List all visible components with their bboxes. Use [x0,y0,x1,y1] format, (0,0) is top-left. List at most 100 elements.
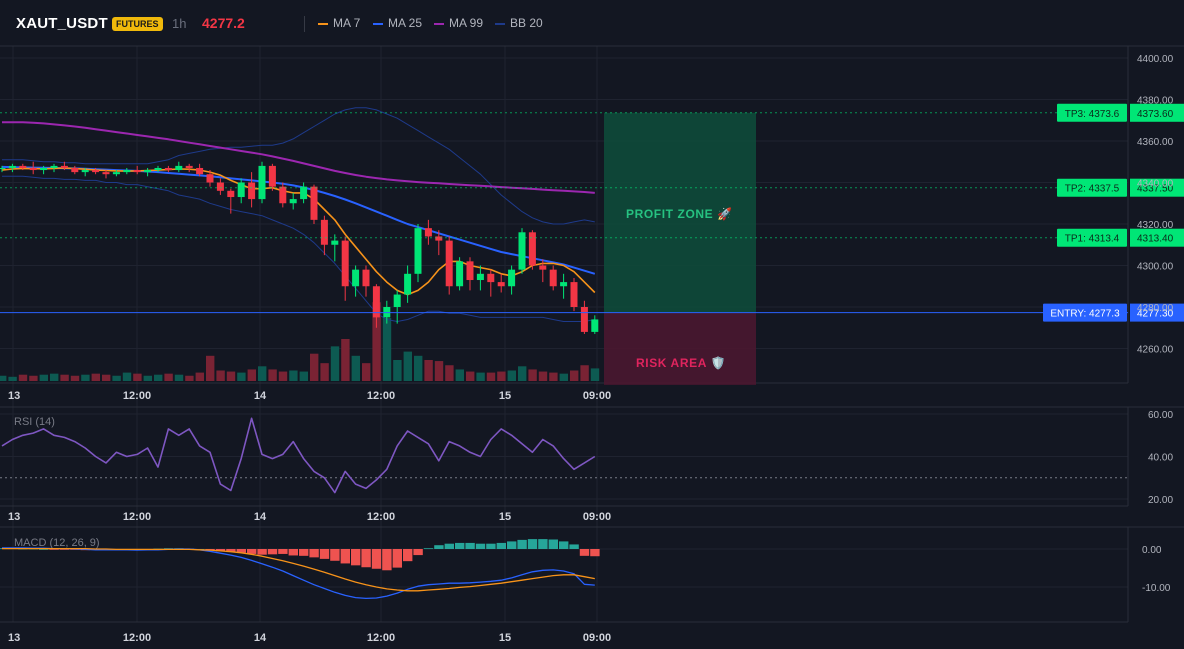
volume-bar [174,374,184,381]
macd-hist-bar [579,549,590,556]
candle-body [175,165,183,171]
macd-hist-bar [319,549,330,559]
legend-bb20[interactable]: BB 20 [495,16,543,30]
candle-body [372,286,380,318]
header-divider [304,16,305,32]
candle [60,161,68,171]
axis-price-label: 4373.60 [1137,109,1174,120]
macd-hist-bar [496,542,506,549]
macd-hist-bar [330,549,340,561]
level-tag [1057,228,1127,247]
macd-hist-bar [215,549,226,552]
volume-bar [559,373,568,381]
price-axis: 4400.00 4380.00 4360.00 4340.00 4320.00 4300.… [1137,54,1174,356]
volume-bar [102,374,111,381]
volume-bar [81,374,90,381]
macd-hist-bar [465,542,475,549]
macd-hist-bar [548,539,558,549]
price-tick-label: 4340.00 [1137,179,1174,190]
volume-bar [362,363,371,381]
macd-hist-bar [257,549,267,555]
candle [435,230,443,256]
volume-bar [320,363,329,381]
volume-bar [299,371,308,381]
macd-hist-bar [288,549,298,556]
volume-bar [414,355,423,381]
candle [268,163,276,191]
axis-price-label: 4337.50 [1137,184,1174,195]
main-time-axis: 13 12:00 14 12:00 15 09:00 [8,390,611,402]
axis-price-tag [1130,103,1184,122]
candle-body [435,236,443,241]
candle [227,188,235,214]
candle-body [216,182,224,191]
volume-bar [330,346,340,381]
macd-hist-bar [49,549,59,550]
volume-bar [445,365,454,381]
volume-bar [455,369,464,381]
price-tick-label: 4400.00 [1137,54,1174,65]
macd-hist-bar [392,549,402,568]
candle [175,161,183,173]
candle [424,219,432,245]
time-tick-label: 14 [254,511,267,523]
signal-line [2,547,595,592]
macd-hist-bar [309,549,319,558]
risk-area-label: RISK AREA 🛡️ [636,356,726,370]
volume-bar [310,353,319,381]
volume-bar [476,372,485,381]
candle [341,236,349,301]
volume-bar [372,302,381,381]
candle-body [580,307,588,332]
candle-body [8,165,16,168]
candle-body [487,273,495,283]
candle [331,234,339,262]
volume-bar [507,370,516,381]
candle [92,167,100,175]
rsi-tick-label: 40.00 [1148,453,1173,464]
axis-price-label: 4277.30 [1137,309,1174,320]
candle-body [112,172,120,175]
volume-bar [8,376,17,381]
time-tick-label: 15 [499,390,511,402]
candle [164,165,172,173]
macd-hist-bar [299,549,309,556]
level-tag [1057,103,1127,122]
candle [258,161,266,204]
symbol-name[interactable]: XAUT_USDT [16,15,108,32]
time-tick-label: 14 [254,632,267,644]
legend-ma25[interactable]: MA 25 [373,16,422,30]
profit-zone-label: PROFIT ZONE 🚀 [626,207,733,221]
candle-body [320,219,328,245]
legend-ma7[interactable]: MA 7 [318,16,360,30]
profit-zone [604,112,756,313]
price-tick-label: 4280.00 [1137,303,1174,314]
volume-bar [278,371,288,381]
candle [185,163,193,173]
macd-histogram [0,539,600,571]
candle-body [549,269,557,287]
volume-bar [112,375,121,381]
candle [0,165,6,173]
candle-body [227,190,235,198]
candle [237,178,245,204]
volume-bar [91,373,100,381]
legend-ma99[interactable]: MA 99 [434,16,483,30]
volume-bar [237,372,246,381]
candle-body [144,170,152,173]
level-tag-label: ENTRY: 4277.3 [1050,309,1120,320]
candle [570,277,578,312]
volume-bar [486,372,496,381]
volume-bar [549,372,558,381]
volume-bar [18,374,28,381]
volume-bar [60,374,69,381]
timeframe-label[interactable]: 1h [172,16,187,31]
volume-bar [50,373,59,381]
candle [248,172,256,208]
volume-bar [403,351,412,381]
candle-body [237,182,245,198]
macd-hist-bar [527,539,538,549]
candle-body [393,294,401,307]
volume-bar [206,355,215,381]
